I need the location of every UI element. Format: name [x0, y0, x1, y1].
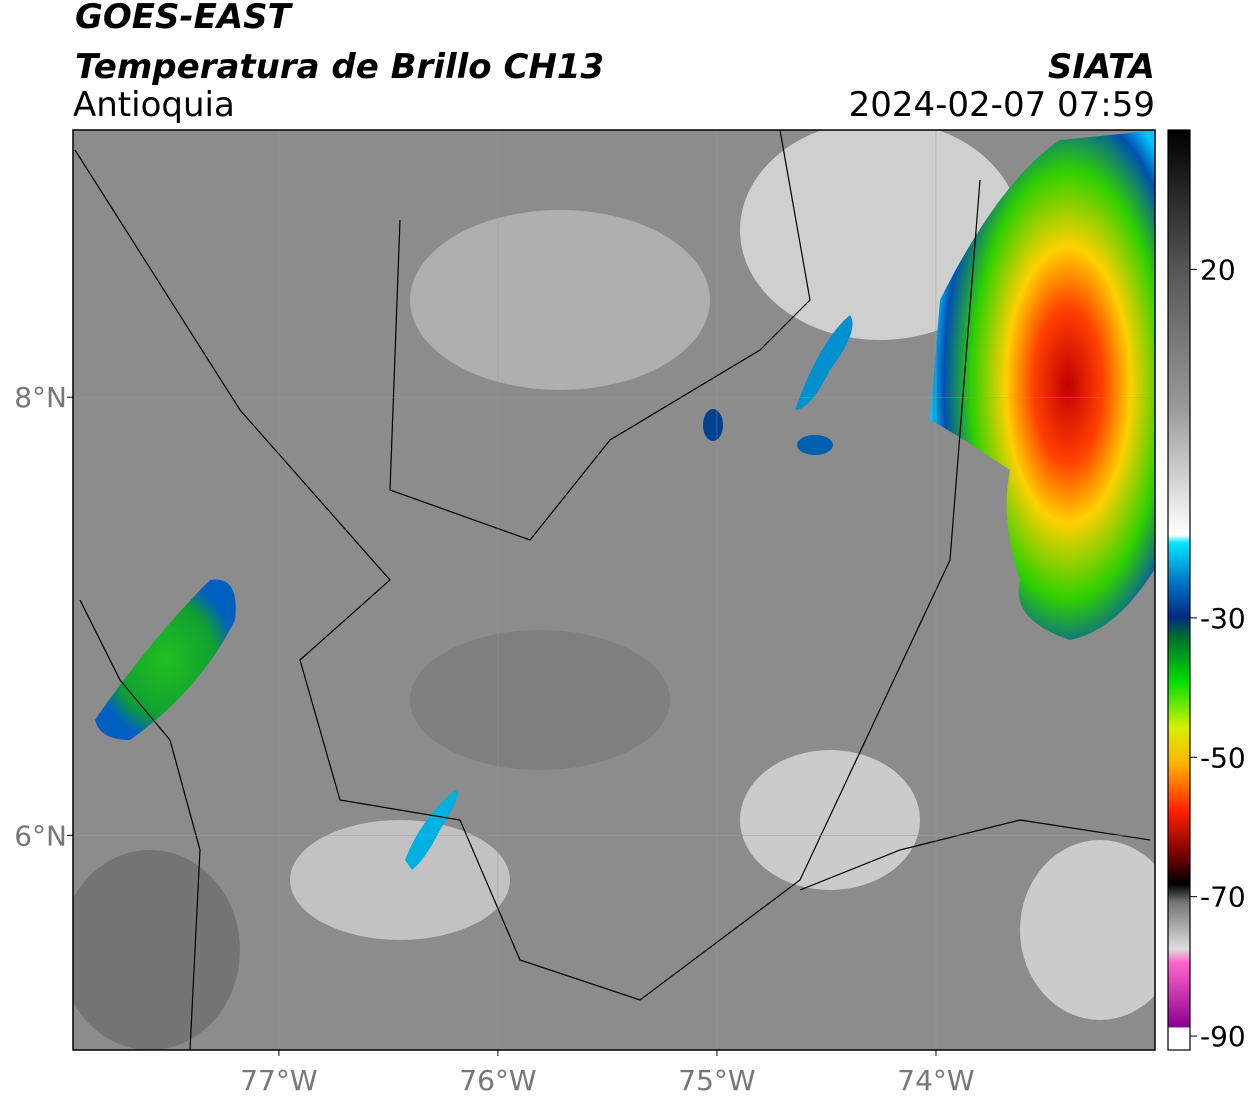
source: SIATA	[1048, 47, 1155, 87]
colorbar-tick-label: -30	[1200, 602, 1246, 635]
cloud	[410, 210, 710, 390]
border	[799, 819, 1151, 891]
satellite: GOES-EAST	[75, 0, 294, 37]
border	[74, 149, 981, 1001]
region: Antioquia	[73, 85, 235, 125]
cloud	[290, 820, 510, 940]
storm-cell	[95, 579, 236, 740]
colorbar	[1167, 129, 1191, 1051]
coast	[79, 599, 201, 1050]
storm-cell	[795, 315, 853, 410]
product: Temperatura de Brillo CH13	[75, 47, 604, 87]
cloud	[740, 750, 920, 890]
map-frame	[72, 129, 1156, 1051]
border	[389, 130, 811, 541]
x-tick-label: 75°W	[678, 1064, 755, 1097]
x-tick-label: 77°W	[240, 1064, 317, 1097]
storm	[930, 130, 1155, 640]
storm-cell	[703, 409, 723, 441]
x-tick-label: 76°W	[459, 1064, 536, 1097]
colorbar-tick-label: -90	[1200, 1020, 1246, 1053]
grid	[73, 130, 1155, 1050]
cloud	[73, 850, 240, 1050]
y-tick-label: 8°N	[14, 381, 67, 414]
colorbar-tick-label: 20	[1200, 253, 1236, 286]
storm-cell	[405, 790, 458, 870]
cloud	[410, 630, 670, 770]
storm-cell	[797, 435, 833, 455]
colorbar-tick-label: -50	[1200, 741, 1246, 774]
datetime: 2024-02-07 07:59	[849, 85, 1155, 125]
colorbar-tick-label: -70	[1200, 881, 1246, 914]
cloud	[1020, 840, 1155, 1020]
imagery	[73, 130, 1155, 1050]
y-tick-label: 6°N	[14, 819, 67, 852]
x-tick-label: 74°W	[897, 1064, 974, 1097]
